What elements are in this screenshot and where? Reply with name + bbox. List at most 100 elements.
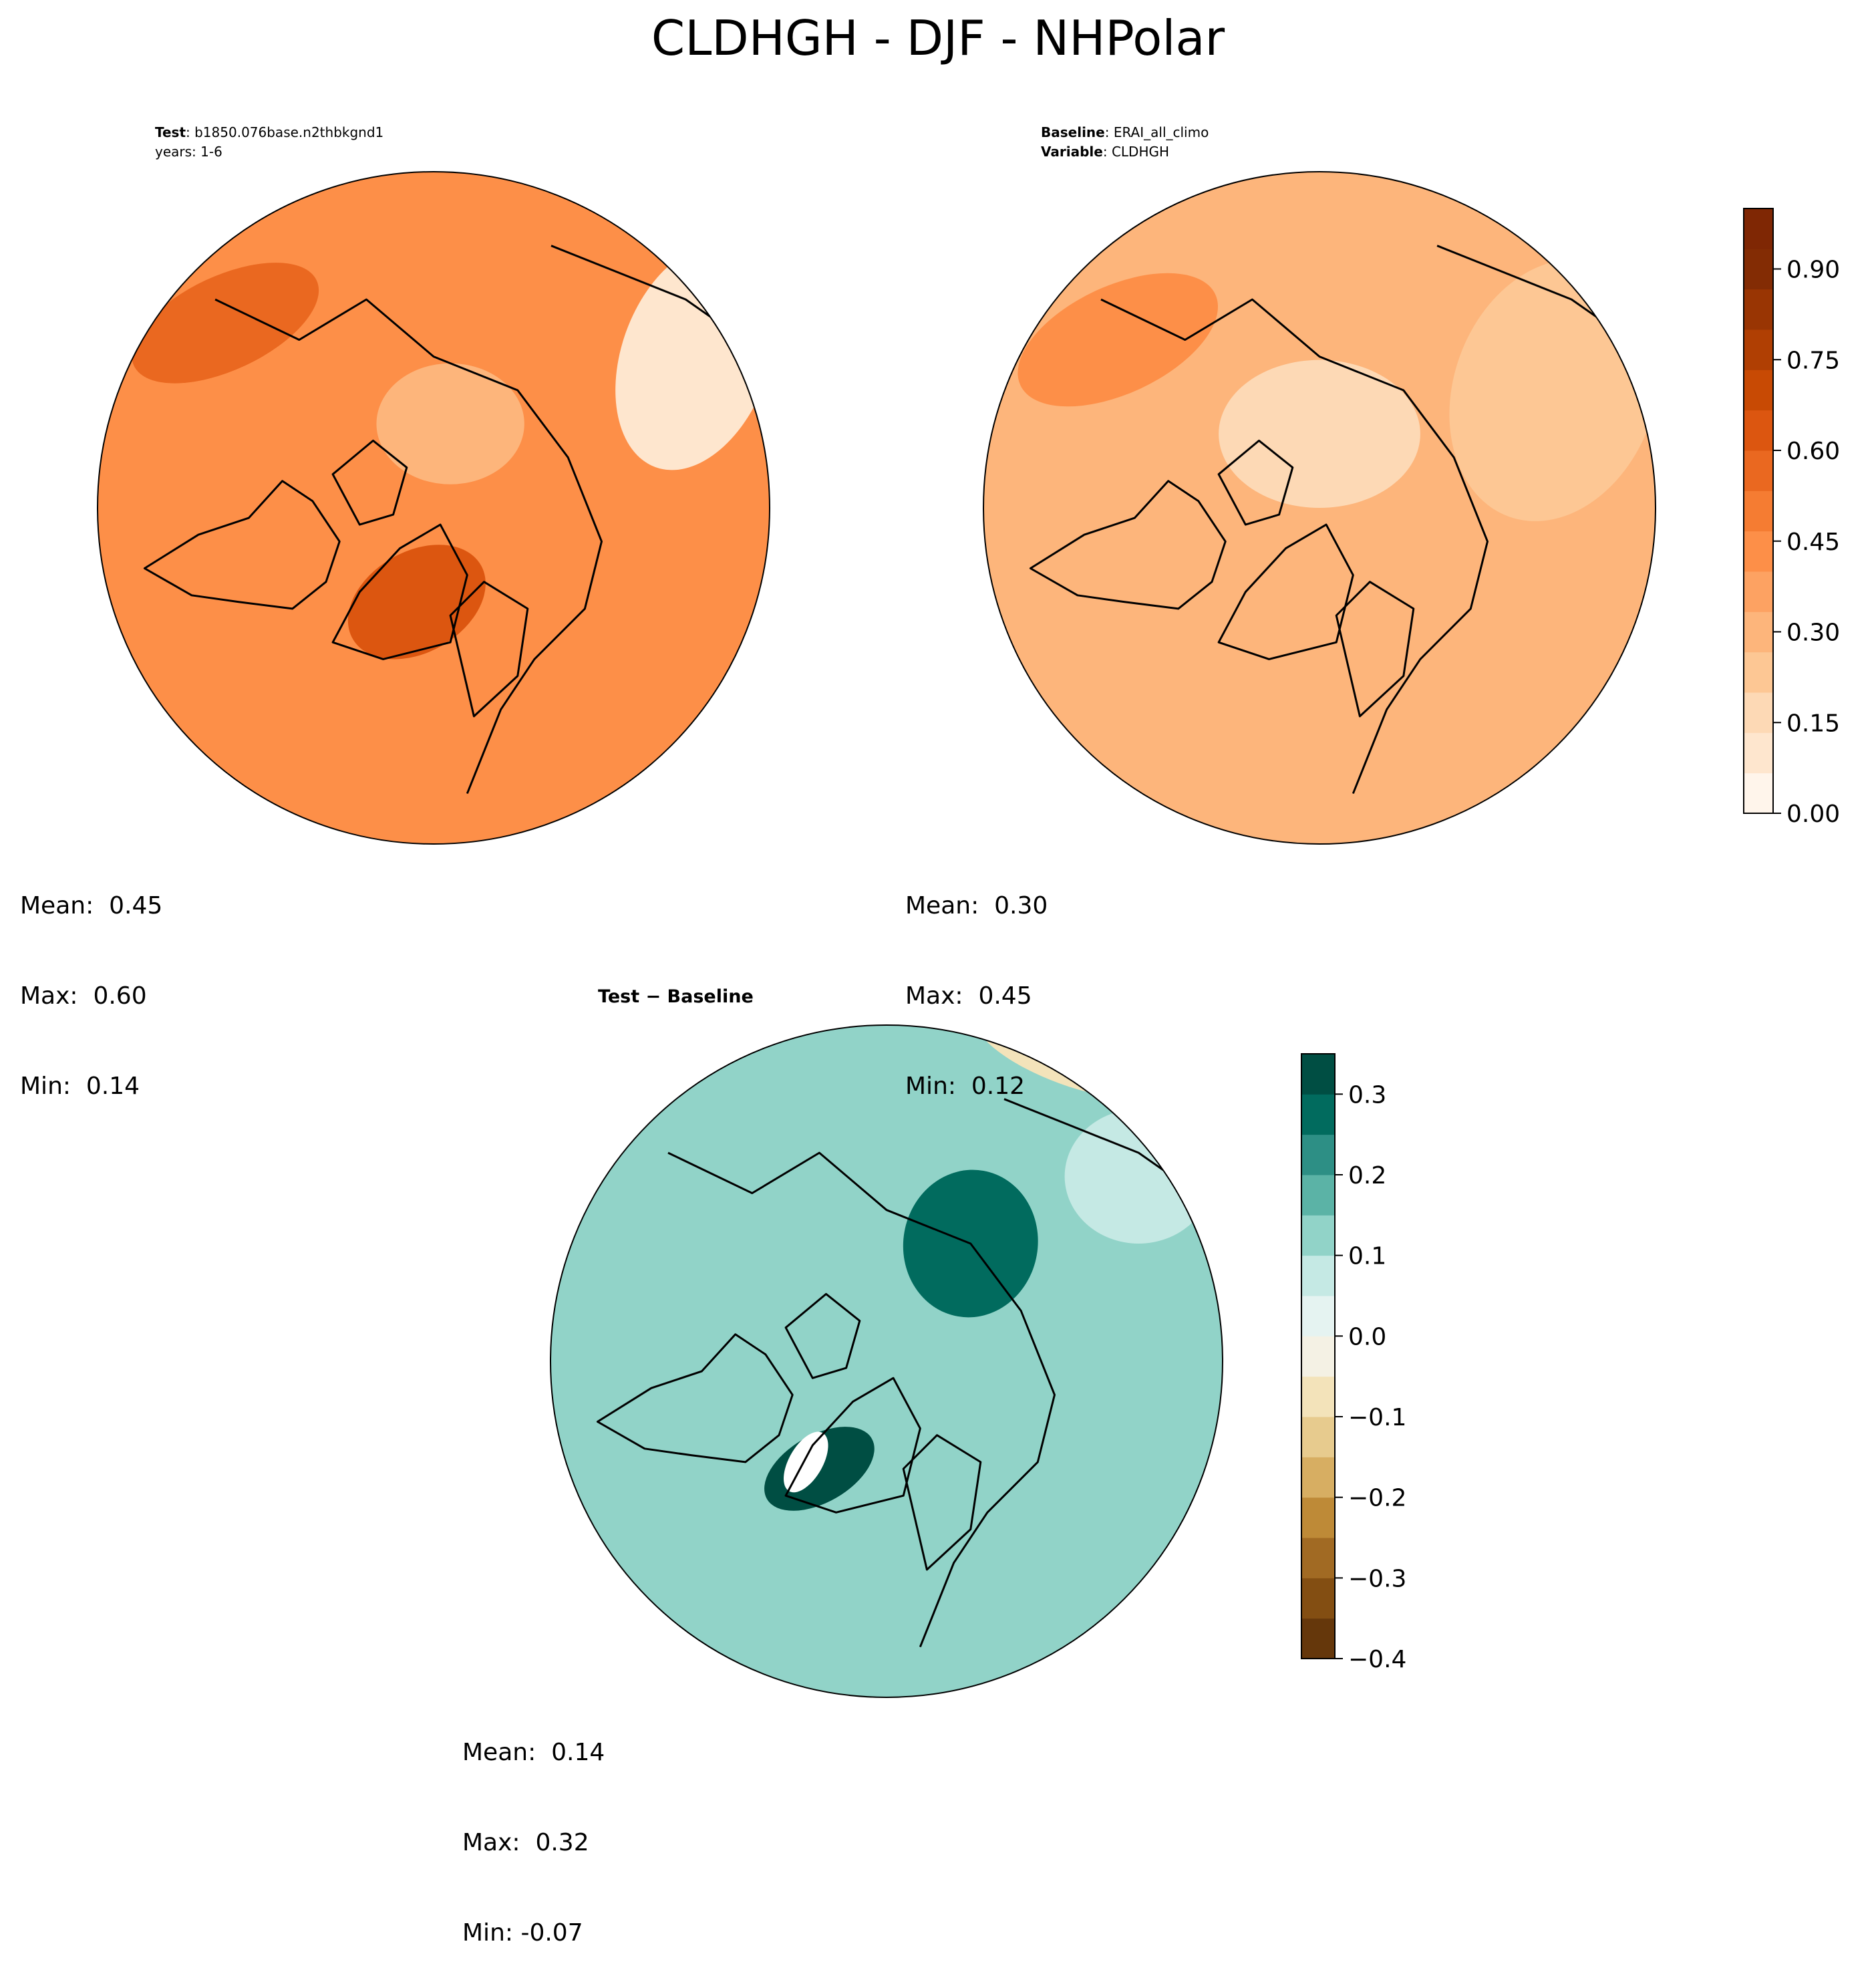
coastline [1217, 523, 1354, 660]
map-boundary [97, 171, 770, 845]
field-region [132, 263, 319, 384]
colorbar-segment [1744, 370, 1773, 411]
field-region [376, 363, 524, 484]
coastline [214, 298, 603, 795]
colorbar-segment [1301, 1336, 1335, 1377]
colorbar-tick-label: 0.0 [1348, 1323, 1386, 1351]
colorbar-segment [1744, 732, 1773, 774]
colorbar-segment [1744, 611, 1773, 653]
colorbar-tick-label: −0.1 [1348, 1404, 1406, 1431]
baseline-header-bold: Baseline [1041, 124, 1105, 140]
field-region [1219, 360, 1420, 509]
map-boundary [983, 171, 1656, 845]
colorbar-segment [1744, 249, 1773, 290]
baseline-map [983, 171, 1656, 845]
colorbar-segment [1301, 1376, 1335, 1417]
colorbar-tick-label: 0.3 [1348, 1081, 1386, 1109]
coastline [1003, 1098, 1173, 1177]
colorbar-segment [1301, 1578, 1335, 1619]
chart-title: CLDHGH - DJF - NHPolar [651, 10, 1225, 66]
field-region [1018, 273, 1218, 407]
coastline [596, 1333, 794, 1463]
coastline [1217, 439, 1294, 526]
colorbar-tick-label: −0.2 [1348, 1485, 1406, 1512]
coastline [331, 523, 468, 660]
colorbar-segment [1744, 772, 1773, 814]
figure: CLDHGH - DJF - NHPolar Test: b1850.076ba… [97, 10, 1840, 1698]
test-header-years: years: 1-6 [155, 144, 222, 160]
colorbar-segment [1301, 1457, 1335, 1498]
colorbar-segment [1744, 652, 1773, 693]
colorbar-frame [1301, 1053, 1336, 1659]
colorbar-segment [1744, 692, 1773, 733]
baseline-max: Max: 0.45 [905, 982, 1032, 1010]
difference-max: Max: 0.32 [462, 1829, 589, 1856]
test-header-bold: Test [155, 124, 186, 140]
colorbar-tick-label: 0.45 [1786, 529, 1840, 556]
coastline [1335, 581, 1415, 718]
colorbar-tick-label: −0.4 [1348, 1646, 1406, 1673]
colorbar-segment [1744, 531, 1773, 572]
colorbar-tick-label: 0.2 [1348, 1162, 1386, 1189]
difference-mean: Mean: 0.14 [462, 1739, 605, 1766]
test-min: Min: 0.14 [20, 1073, 140, 1100]
coastline [784, 1377, 921, 1514]
colorbar-tick-label: 0.60 [1786, 438, 1840, 465]
colorbar-tick-label: 0.30 [1786, 619, 1840, 647]
test-max: Max: 0.60 [20, 982, 147, 1010]
colorbar-segment [1744, 450, 1773, 491]
baseline-panel-header-line2: Variable: CLDHGH [1041, 144, 1169, 160]
colorbar-tick-label: 0.90 [1786, 257, 1840, 284]
difference-map [550, 1024, 1223, 1698]
field-region [1064, 1109, 1213, 1244]
coastline [667, 1151, 1056, 1648]
colorbar-segment [1301, 1094, 1335, 1135]
baseline-min: Min: 0.12 [905, 1073, 1026, 1100]
colorbar-segment [1744, 289, 1773, 330]
colorbar-segment [1301, 1296, 1335, 1336]
test-stats: Mean: 0.45 Max: 0.60 Min: 0.14 [20, 831, 162, 1131]
difference-min: Min: -0.07 [462, 1919, 583, 1947]
colorbar-segment [1301, 1134, 1335, 1175]
baseline-mean: Mean: 0.30 [905, 892, 1048, 920]
test-mean: Mean: 0.45 [20, 892, 163, 920]
coastline [784, 1292, 861, 1379]
colorbar-frame [1743, 208, 1774, 814]
colorbar-top: 0.00 0.15 0.30 0.45 0.60 0.75 0.90 [1743, 208, 1840, 828]
coastline [902, 1434, 982, 1571]
test-header-text: : b1850.076base.n2thbkgnd1 [186, 124, 383, 140]
colorbar-segment [1744, 490, 1773, 532]
colorbar-segment [1301, 1175, 1335, 1216]
coastline [1100, 298, 1489, 795]
colorbar-tick-label: 0.1 [1348, 1243, 1386, 1270]
colorbar-tick-label: 0.75 [1786, 347, 1840, 374]
coastline [551, 245, 720, 324]
coastline [1029, 480, 1227, 610]
baseline-panel-header-line1: Baseline: ERAI_all_climo [1041, 124, 1209, 140]
colorbar-segment [1301, 1618, 1335, 1659]
colorbar-segment [1744, 329, 1773, 370]
difference-stats: Mean: 0.14 Max: 0.32 Min: -0.07 [462, 1677, 605, 1978]
coastline [331, 439, 408, 526]
test-panel-header-line1: Test: b1850.076base.n2thbkgnd1 [155, 124, 383, 140]
colorbar-segment [1301, 1417, 1335, 1457]
colorbar-tick-label: 0.15 [1786, 710, 1840, 737]
variable-header-bold: Variable [1041, 144, 1103, 160]
colorbar-segment [1301, 1255, 1335, 1296]
variable-header-text: : CLDHGH [1103, 144, 1169, 160]
colorbar-segment [1301, 1054, 1335, 1095]
colorbar-difference: −0.4 −0.3 −0.2 −0.1 0.0 0.1 0.2 0.3 [1301, 1053, 1406, 1673]
field-region [347, 545, 486, 660]
colorbar-segment [1301, 1538, 1335, 1578]
coastline [1436, 245, 1606, 324]
colorbar-segment [1744, 571, 1773, 612]
test-map [97, 171, 770, 845]
coastline [449, 581, 529, 718]
colorbar-segment [1301, 1215, 1335, 1256]
colorbar-segment [1744, 410, 1773, 451]
test-panel-header-line2: years: 1-6 [155, 144, 222, 160]
colorbar-tick-label: 0.00 [1786, 801, 1840, 828]
colorbar-segment [1744, 208, 1773, 249]
colorbar-tick-label: −0.3 [1348, 1565, 1406, 1592]
difference-panel-header: Test − Baseline [598, 986, 754, 1007]
